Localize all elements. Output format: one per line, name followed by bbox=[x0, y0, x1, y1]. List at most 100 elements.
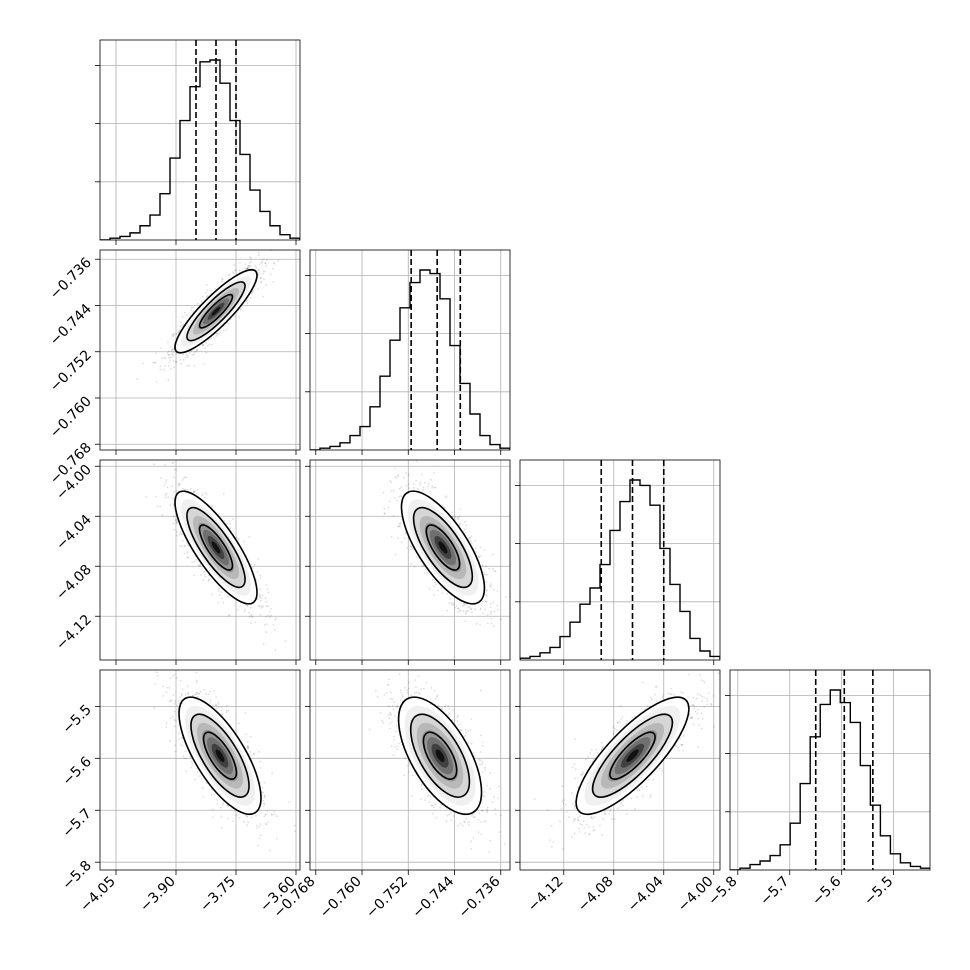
scatter-point bbox=[496, 604, 499, 607]
scatter-point bbox=[485, 600, 488, 603]
scatter-point bbox=[195, 558, 197, 561]
scatter-point bbox=[245, 814, 248, 817]
scatter-point bbox=[259, 597, 262, 599]
scatter-point bbox=[432, 578, 434, 581]
scatter-point bbox=[181, 539, 184, 542]
scatter-point bbox=[180, 362, 183, 365]
scatter-point bbox=[161, 514, 164, 516]
scatter-point bbox=[264, 597, 267, 600]
scatter-point bbox=[409, 544, 412, 547]
scatter-point bbox=[227, 274, 230, 277]
scatter-point bbox=[440, 587, 443, 590]
scatter-point bbox=[433, 581, 436, 584]
scatter-point bbox=[173, 366, 176, 369]
scatter-point bbox=[257, 251, 260, 254]
scatter-point bbox=[441, 504, 444, 507]
scatter-point bbox=[496, 660, 498, 662]
scatter-point bbox=[397, 475, 399, 478]
scatter-point bbox=[249, 296, 252, 299]
scatter-point bbox=[470, 607, 473, 610]
scatter-point bbox=[479, 608, 482, 611]
scatter-point bbox=[272, 624, 275, 626]
scatter-point bbox=[217, 701, 220, 704]
scatter-point bbox=[192, 307, 195, 309]
scatter-point bbox=[172, 334, 175, 337]
scatter-point bbox=[203, 363, 205, 365]
scatter-point bbox=[261, 260, 264, 263]
scatter-point bbox=[413, 487, 416, 489]
scatter-point bbox=[217, 706, 220, 709]
scatter-point bbox=[451, 603, 453, 606]
scatter-point bbox=[179, 325, 181, 328]
scatter-point bbox=[175, 353, 178, 355]
scatter-point bbox=[169, 346, 172, 348]
scatter-point bbox=[200, 777, 203, 780]
scatter-point bbox=[220, 806, 222, 809]
scatter-point bbox=[468, 536, 471, 539]
scatter-point bbox=[160, 347, 162, 350]
scatter-point bbox=[196, 692, 199, 695]
scatter-point bbox=[486, 590, 488, 592]
scatter-point bbox=[256, 269, 259, 272]
scatter-point bbox=[243, 610, 246, 612]
scatter-point bbox=[177, 482, 180, 485]
scatter-point bbox=[262, 270, 265, 273]
scatter-point bbox=[142, 362, 144, 365]
scatter-point bbox=[262, 295, 265, 298]
scatter-point bbox=[256, 598, 259, 601]
scatter-point bbox=[421, 473, 423, 476]
density-panel-2-3 bbox=[310, 460, 510, 662]
scatter-point bbox=[185, 542, 188, 545]
scatter-point bbox=[258, 263, 261, 265]
scatter-point bbox=[184, 544, 187, 547]
scatter-point bbox=[246, 302, 249, 304]
scatter-point bbox=[193, 364, 196, 367]
scatter-point bbox=[479, 546, 482, 548]
scatter-point bbox=[484, 593, 487, 596]
scatter-point bbox=[186, 354, 189, 357]
scatter-point bbox=[390, 481, 393, 484]
scatter-point bbox=[390, 536, 393, 538]
panel-frame bbox=[99, 249, 301, 451]
scatter-point bbox=[484, 600, 487, 603]
scatter-point bbox=[256, 571, 259, 574]
scatter-point bbox=[175, 489, 178, 492]
histogram-step-line bbox=[310, 269, 510, 450]
scatter-point bbox=[266, 623, 268, 626]
scatter-point bbox=[224, 519, 226, 522]
scatter-point bbox=[398, 522, 401, 525]
scatter-point bbox=[205, 493, 208, 496]
scatter-point bbox=[413, 565, 416, 568]
scatter-point bbox=[226, 705, 228, 707]
scatter-point bbox=[400, 495, 402, 497]
scatter-point bbox=[204, 491, 207, 494]
scatter-point bbox=[417, 488, 419, 490]
scatter-point bbox=[179, 359, 182, 361]
scatter-point bbox=[422, 486, 425, 489]
density-shade bbox=[438, 541, 448, 554]
scatter-point bbox=[263, 781, 266, 784]
scatter-point bbox=[253, 564, 256, 566]
scatter-point bbox=[258, 593, 261, 596]
scatter-point bbox=[277, 259, 280, 262]
scatter-point bbox=[267, 821, 270, 824]
scatter-point bbox=[250, 622, 252, 624]
scatter-point bbox=[400, 486, 403, 489]
scatter-point bbox=[247, 745, 250, 748]
scatter-point bbox=[272, 280, 275, 283]
scatter-point bbox=[155, 352, 158, 355]
scatter-point bbox=[388, 500, 391, 503]
scatter-point bbox=[207, 693, 210, 696]
scatter-point bbox=[411, 546, 414, 549]
scatter-point bbox=[419, 481, 422, 484]
scatter-point bbox=[239, 605, 241, 608]
scatter-point bbox=[216, 332, 219, 335]
scatter-point bbox=[167, 378, 170, 381]
scatter-point bbox=[248, 615, 251, 618]
scatter-point bbox=[247, 265, 250, 267]
scatter-point bbox=[284, 640, 287, 643]
scatter-point bbox=[175, 519, 178, 521]
scatter-point bbox=[165, 479, 168, 482]
scatter-point bbox=[173, 673, 176, 676]
scatter-point bbox=[232, 272, 235, 275]
